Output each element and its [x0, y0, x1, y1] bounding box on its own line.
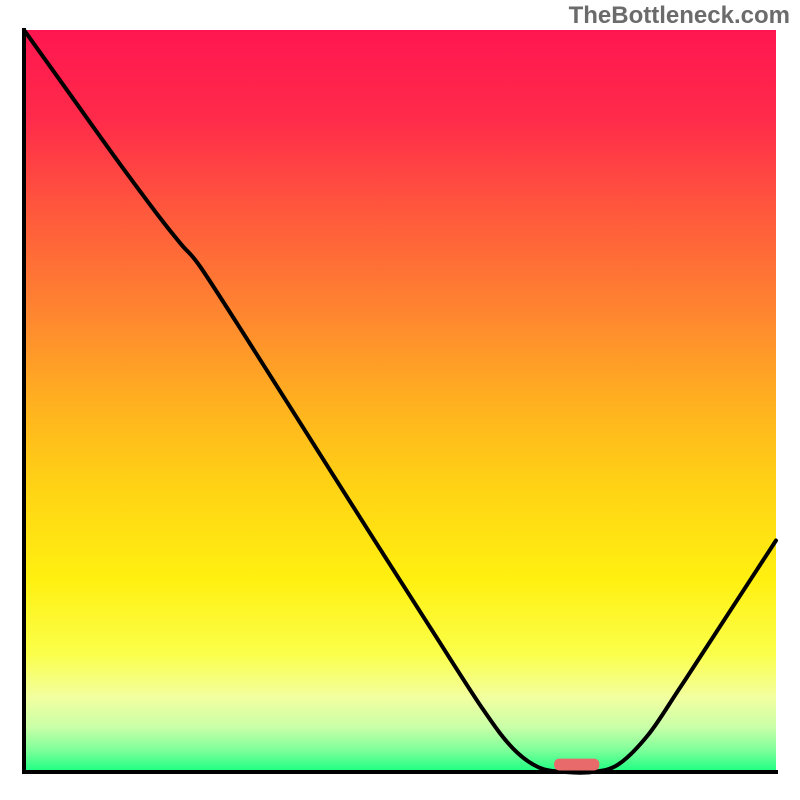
- optimal-marker: [554, 759, 599, 771]
- chart-svg: [0, 0, 800, 800]
- plot-background: [24, 30, 776, 772]
- bottleneck-chart: TheBottleneck.com: [0, 0, 800, 800]
- watermark-text: TheBottleneck.com: [569, 2, 790, 30]
